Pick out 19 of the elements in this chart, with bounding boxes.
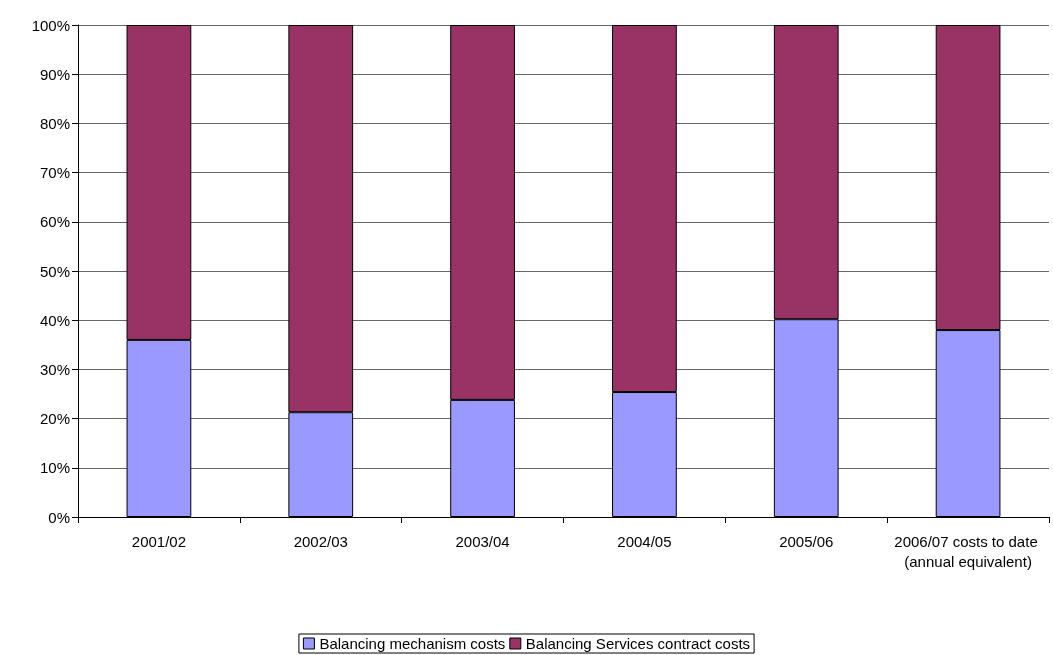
- y-tick-label: 20%: [39, 410, 70, 428]
- x-tick-label: 2002/03: [293, 532, 348, 550]
- legend-label: Balancing Services contract costs: [525, 635, 751, 652]
- y-tick-label: 70%: [39, 164, 70, 182]
- y-tick-label: 80%: [39, 114, 70, 132]
- x-tick-label: 2005/06: [779, 532, 834, 550]
- x-tick-label: 2004/05: [617, 532, 672, 550]
- x-tick-label: 2003/04: [455, 532, 510, 550]
- y-tick-label: 100%: [31, 16, 70, 34]
- y-tick-label: 60%: [39, 213, 70, 231]
- y-tick-label: 10%: [39, 459, 70, 477]
- y-tick-label: 90%: [39, 65, 70, 83]
- x-tick-label: 2001/02: [131, 532, 187, 550]
- y-tick-label: 50%: [39, 262, 70, 280]
- y-tick-label: 40%: [39, 311, 70, 329]
- y-tick-label: 30%: [39, 360, 70, 378]
- y-tick-label: 0%: [48, 508, 70, 526]
- legend-label: Balancing mechanism costs: [319, 635, 506, 652]
- x-tick-label: 2006/07 costs to date (annual equivalent): [894, 532, 1042, 570]
